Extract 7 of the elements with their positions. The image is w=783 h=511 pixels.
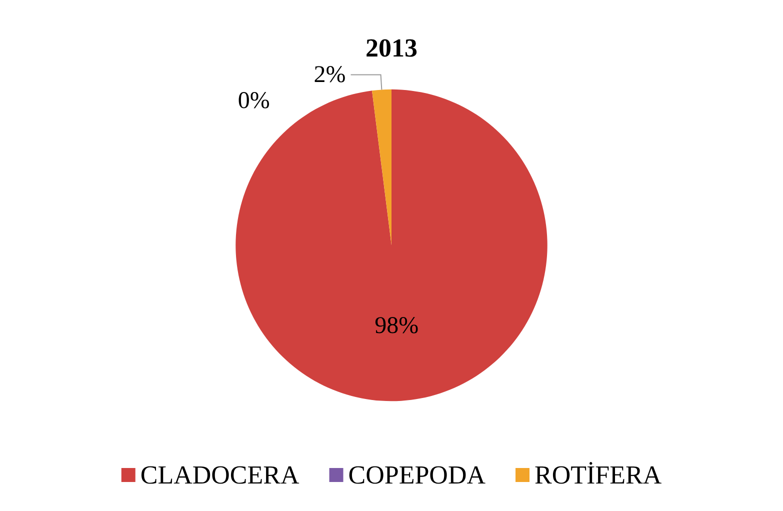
- legend-label: CLADOCERA: [140, 460, 300, 490]
- text: 0%: [238, 88, 270, 114]
- legend-label: ROTİFERA: [534, 460, 662, 490]
- legend-label: COPEPODA: [348, 460, 486, 490]
- data-label: 98%: [374, 313, 419, 340]
- chart-title: 2013: [366, 34, 418, 62]
- data-label: 2%: [314, 62, 346, 88]
